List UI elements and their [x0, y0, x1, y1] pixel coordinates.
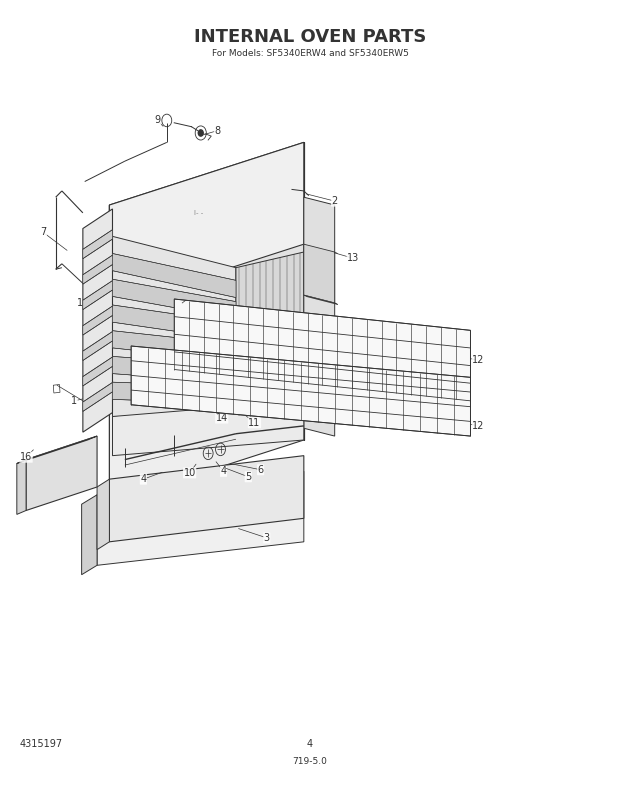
- Polygon shape: [304, 244, 335, 303]
- Text: 719-5.0: 719-5.0: [293, 757, 327, 766]
- Text: 11: 11: [249, 418, 260, 428]
- Polygon shape: [112, 382, 236, 404]
- Polygon shape: [83, 281, 112, 310]
- Text: 6: 6: [257, 465, 264, 475]
- Text: 12: 12: [472, 355, 485, 365]
- Polygon shape: [112, 237, 236, 417]
- Polygon shape: [112, 279, 236, 319]
- Polygon shape: [304, 197, 335, 436]
- Text: 10: 10: [184, 468, 196, 478]
- Polygon shape: [83, 357, 112, 386]
- Polygon shape: [83, 332, 112, 361]
- Text: 15: 15: [78, 298, 90, 308]
- Text: 13: 13: [347, 253, 360, 263]
- Bar: [53, 384, 60, 393]
- Text: 3: 3: [264, 533, 270, 543]
- Circle shape: [198, 130, 203, 136]
- Polygon shape: [112, 356, 236, 383]
- Polygon shape: [83, 230, 112, 259]
- Polygon shape: [26, 436, 97, 510]
- Polygon shape: [112, 253, 236, 298]
- Text: 12: 12: [472, 421, 485, 431]
- Polygon shape: [83, 306, 112, 335]
- Polygon shape: [174, 299, 471, 401]
- Polygon shape: [17, 460, 26, 514]
- Polygon shape: [109, 338, 304, 503]
- Polygon shape: [97, 479, 109, 549]
- Polygon shape: [83, 383, 112, 411]
- Polygon shape: [83, 255, 112, 284]
- Text: 4: 4: [221, 466, 227, 476]
- Text: INTERNAL OVEN PARTS: INTERNAL OVEN PARTS: [194, 28, 426, 46]
- Polygon shape: [83, 209, 112, 432]
- Text: For Models: SF5340ERW4 and SF5340ERW5: For Models: SF5340ERW4 and SF5340ERW5: [211, 50, 409, 58]
- Text: 9: 9: [154, 116, 161, 126]
- Text: 4315197: 4315197: [20, 739, 63, 749]
- Text: 1: 1: [71, 396, 78, 406]
- Text: I- -: I- -: [194, 210, 203, 216]
- Polygon shape: [112, 401, 304, 456]
- Polygon shape: [82, 495, 97, 575]
- Polygon shape: [97, 472, 304, 565]
- Text: 5: 5: [245, 472, 251, 482]
- Polygon shape: [109, 142, 304, 307]
- Text: 8: 8: [215, 126, 221, 136]
- Text: 14: 14: [216, 413, 228, 423]
- Polygon shape: [236, 252, 304, 417]
- Text: 4: 4: [140, 474, 146, 484]
- Polygon shape: [109, 142, 304, 401]
- Polygon shape: [304, 295, 338, 304]
- Text: 4: 4: [307, 739, 313, 749]
- Polygon shape: [17, 436, 97, 464]
- Polygon shape: [112, 305, 236, 340]
- Text: 2: 2: [332, 196, 338, 206]
- Text: 7: 7: [40, 227, 46, 237]
- Polygon shape: [131, 346, 471, 436]
- Polygon shape: [109, 456, 304, 542]
- Text: 16: 16: [20, 452, 32, 462]
- Polygon shape: [112, 331, 236, 362]
